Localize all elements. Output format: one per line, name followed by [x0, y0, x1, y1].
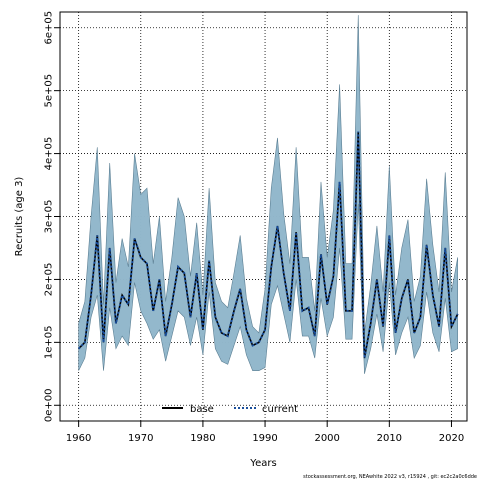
footer-credit: stockassessment.org, NEAwhite 2022 v3, r… — [303, 474, 477, 480]
y-tick-label-600000: 6e+05 — [44, 11, 55, 45]
x-tick-label-2010: 2010 — [377, 433, 402, 444]
x-tick-label-1970: 1970 — [128, 433, 153, 444]
y-tick-label-200000: 2e+05 — [44, 263, 55, 297]
ci-band-base — [78, 15, 458, 374]
y-axis-label: Recruits (age 3) — [14, 177, 25, 257]
y-tick-label-100000: 1e+05 — [44, 326, 55, 360]
x-tick-label-2000: 2000 — [314, 433, 339, 444]
x-tick-label-1960: 1960 — [66, 433, 91, 444]
y-tick-label-0: 0e+00 — [44, 388, 55, 422]
y-tick-label-300000: 3e+05 — [44, 200, 55, 234]
y-tick-label-400000: 4e+05 — [44, 137, 55, 171]
y-axis-ticks: 0e+00 1e+05 2e+05 3e+05 4e+05 5e+05 6e+05 — [44, 11, 60, 422]
legend-base-label: base — [190, 404, 214, 415]
x-tick-label-1980: 1980 — [190, 433, 215, 444]
x-axis-ticks: 1960 1970 1980 1990 2000 2010 2020 — [66, 421, 464, 444]
series-lines — [77, 131, 459, 359]
y-tick-label-500000: 5e+05 — [44, 74, 55, 108]
legend: base current — [162, 404, 298, 415]
x-tick-label-2020: 2020 — [439, 433, 464, 444]
confidence-bands — [78, 15, 458, 374]
x-axis-label: Years — [249, 458, 276, 469]
x-tick-label-1990: 1990 — [252, 433, 277, 444]
legend-current-label: current — [262, 404, 298, 415]
series-line-current — [77, 131, 459, 359]
